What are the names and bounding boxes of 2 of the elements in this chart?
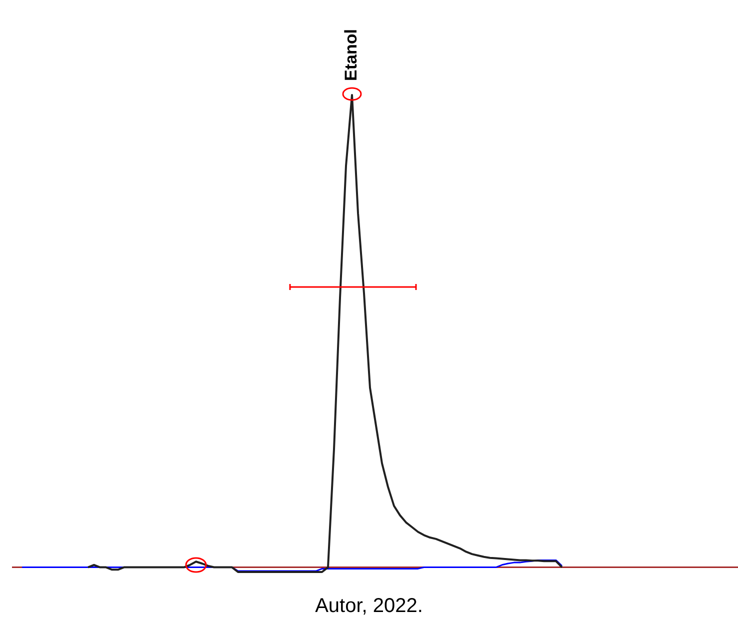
text: Autor, 2022.: [314, 595, 424, 618]
annotation: Etanol: [342, 29, 361, 81]
